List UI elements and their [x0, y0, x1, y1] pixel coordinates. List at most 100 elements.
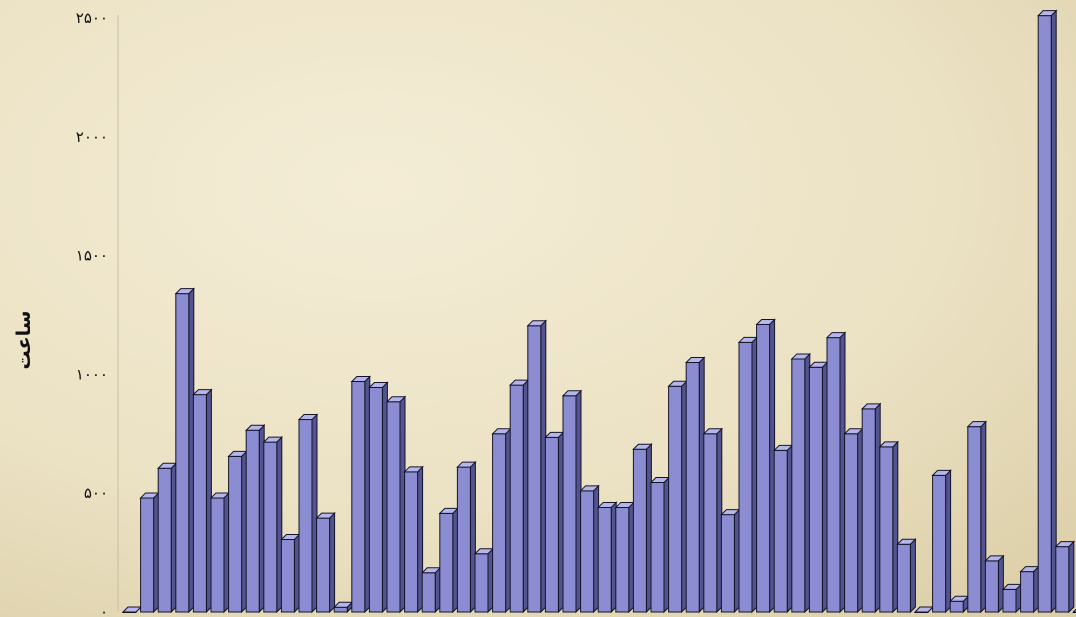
bar-front — [808, 366, 823, 613]
bar-front — [1037, 15, 1052, 613]
bar-top — [596, 501, 618, 508]
bar-top — [984, 555, 1005, 562]
bar-front — [175, 293, 190, 613]
bar — [244, 424, 266, 614]
bar-front — [844, 433, 859, 613]
bar — [1054, 540, 1076, 614]
bar-side — [909, 538, 916, 614]
bar — [280, 533, 301, 614]
bar-top — [368, 381, 389, 388]
bar — [156, 462, 178, 614]
bar-front — [738, 341, 753, 613]
bar-front — [650, 482, 665, 613]
bar-front — [756, 324, 771, 613]
bar-top — [244, 424, 266, 431]
bar — [174, 287, 196, 614]
bar-front — [280, 539, 295, 613]
bar — [984, 554, 1005, 614]
bar-front — [298, 419, 313, 613]
bar-front — [720, 514, 735, 613]
bar — [1072, 608, 1076, 613]
bar-side — [1068, 540, 1075, 614]
bar-top — [174, 288, 196, 295]
bar — [561, 389, 583, 614]
bar-front — [580, 490, 595, 613]
bar — [491, 427, 512, 614]
bar-front — [632, 448, 647, 613]
bar — [508, 378, 530, 614]
bar — [878, 440, 900, 614]
bar — [896, 538, 917, 614]
bar-front — [685, 362, 700, 613]
bar — [614, 501, 636, 614]
bar — [262, 435, 284, 614]
bar — [544, 431, 565, 614]
bar-front — [509, 384, 524, 613]
bar — [526, 319, 548, 614]
bar — [649, 476, 671, 614]
bar-side — [945, 469, 952, 614]
bar-front — [404, 471, 419, 613]
bar-top — [825, 332, 847, 339]
bar — [192, 388, 213, 614]
bar — [456, 460, 477, 614]
bar-front — [932, 474, 947, 613]
bar — [808, 361, 829, 614]
bar — [790, 352, 812, 614]
bar-top — [262, 436, 284, 443]
bar — [1019, 565, 1040, 614]
bar — [667, 380, 688, 614]
bar — [139, 491, 160, 614]
bar — [860, 402, 882, 614]
bar-front — [368, 386, 383, 613]
bar-front — [984, 560, 999, 613]
bar-top — [684, 357, 706, 364]
bar-front — [421, 572, 436, 613]
bar-front — [527, 325, 542, 613]
bar-front — [562, 395, 577, 613]
bar — [315, 511, 336, 614]
bar — [209, 491, 231, 614]
bar-top — [896, 538, 917, 545]
bar-top — [755, 319, 776, 326]
bar — [931, 469, 952, 614]
y-tick-label: ۰ — [100, 603, 108, 617]
bar — [825, 331, 847, 614]
bar — [702, 427, 724, 614]
bar-front — [474, 553, 489, 613]
bar-top — [702, 428, 724, 435]
y-tick-label: ۱۵۰۰ — [76, 247, 108, 265]
bar — [297, 413, 319, 614]
y-tick-label: ۲۰۰۰ — [76, 128, 108, 146]
bar-front — [967, 426, 982, 613]
y-axis-title: ساعت — [13, 311, 35, 370]
bar — [772, 444, 794, 614]
bar-front — [544, 436, 559, 613]
bar-front — [333, 606, 348, 613]
bar — [596, 501, 618, 614]
bar-side — [1050, 9, 1057, 614]
bar-top — [456, 461, 477, 468]
bar-front — [245, 429, 260, 613]
bar-front — [668, 385, 683, 613]
bar — [948, 595, 970, 614]
bar — [720, 508, 741, 614]
bar-front — [896, 543, 911, 613]
bar-front — [1055, 546, 1070, 613]
bar-top — [350, 376, 372, 383]
bar — [438, 507, 460, 614]
bar-front — [351, 381, 366, 613]
bar-front — [597, 506, 612, 613]
bar-front — [157, 467, 172, 613]
bar-front — [791, 358, 806, 613]
bar-front — [228, 455, 243, 613]
bar-top — [860, 403, 882, 410]
bar — [755, 318, 776, 614]
bar-front — [386, 401, 401, 613]
bar-front — [703, 433, 718, 613]
y-tick-label: ۲۵۰۰ — [76, 9, 108, 27]
bar — [684, 356, 706, 614]
bar-front — [949, 600, 964, 613]
bar-top — [966, 421, 988, 428]
